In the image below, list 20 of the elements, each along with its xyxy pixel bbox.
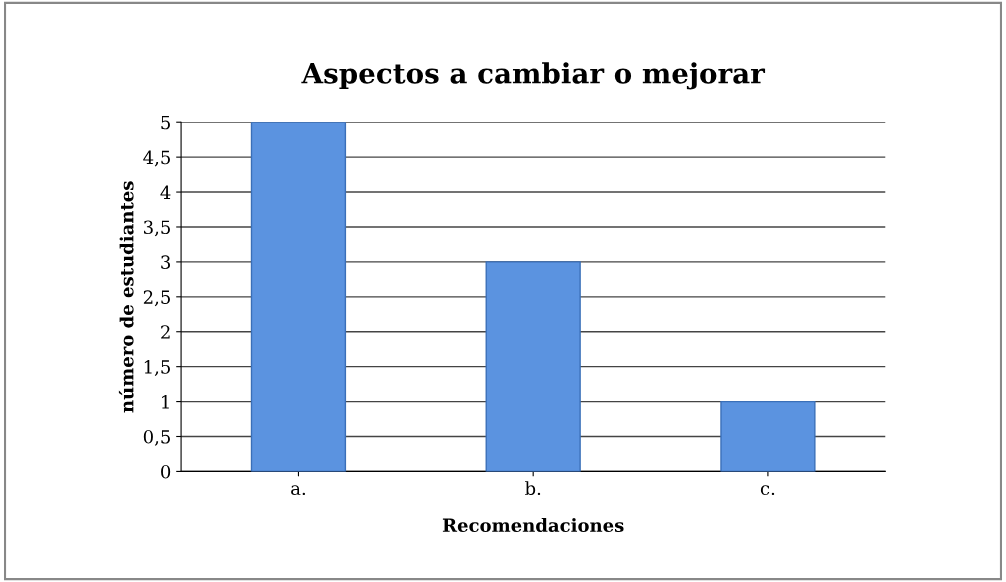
chart-title: Aspectos a cambiar o mejorar <box>301 62 766 90</box>
y-tick-label: 4,5 <box>143 150 170 167</box>
x-tick-label: a. <box>291 485 305 496</box>
y-tick-label: 4 <box>160 185 171 199</box>
y-tick-label: 2 <box>161 325 170 339</box>
y-tick-label: 0 <box>161 464 171 479</box>
x-tick-label: c. <box>760 485 775 496</box>
x-axis-title: Recomendaciones <box>442 518 624 533</box>
y-tick-label: 3 <box>161 255 171 270</box>
y-tick-label: 1,5 <box>144 360 170 376</box>
bar <box>250 122 347 472</box>
y-axis-title: número de estudiantes <box>118 181 134 413</box>
bar <box>485 261 581 472</box>
bar <box>720 400 816 472</box>
y-tick-label: 2,5 <box>143 290 170 307</box>
y-tick-label: 0,5 <box>143 429 170 446</box>
x-tick-label: b. <box>525 481 541 496</box>
y-tick-label: 1 <box>162 395 169 409</box>
y-tick-label: 3,5 <box>144 220 170 237</box>
y-tick-label: 5 <box>161 115 170 130</box>
